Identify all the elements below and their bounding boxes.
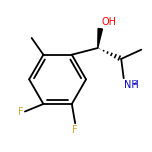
Polygon shape (98, 28, 102, 48)
Text: F: F (72, 125, 78, 135)
Text: F: F (19, 107, 24, 117)
Text: 2: 2 (133, 80, 137, 86)
Text: NH: NH (124, 80, 139, 90)
Text: OH: OH (101, 17, 116, 27)
